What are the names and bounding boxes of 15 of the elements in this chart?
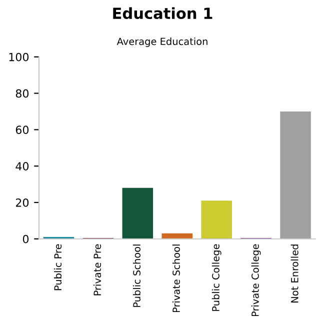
x-tick-label: Public Pre [54,244,62,290]
x-tick-label: Not Enrolled [290,244,298,302]
y-tick-label: 0 [22,234,29,244]
x-tick-label: Private College [251,244,261,316]
x-tick-label: Private School [172,244,180,312]
x-tick-label: Public School [132,244,140,307]
y-tick-label: 40 [16,162,29,170]
y-tick-label: 80 [16,89,29,98]
chart-subtitle: Average Education [116,38,208,47]
chart-title: Education 1 [113,7,212,20]
y-tick-label: 100 [9,52,29,62]
y-tick-label: 20 [16,198,29,207]
x-tick-label: Private Pre [93,244,102,296]
y-tick-label: 60 [16,126,29,134]
x-tick-label: Public College [212,244,222,311]
